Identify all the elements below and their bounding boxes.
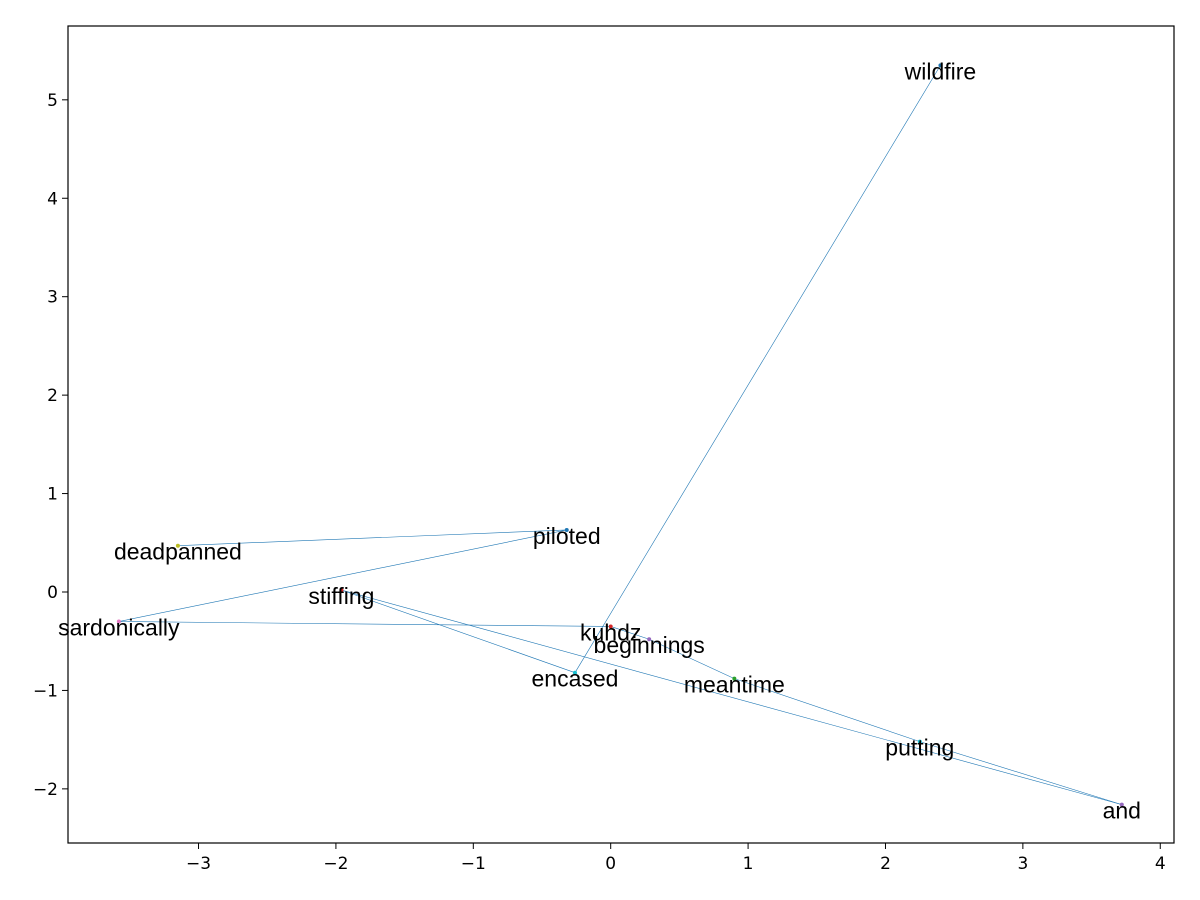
data-point <box>175 543 180 548</box>
connector-segment <box>649 638 735 679</box>
point-label: deadpanned <box>114 539 242 565</box>
connector-segment <box>919 741 1122 805</box>
y-tick-label: 1 <box>47 485 58 505</box>
x-tick-label: −2 <box>323 854 348 874</box>
plot-frame <box>67 25 1175 844</box>
x-tick-label: −3 <box>186 854 211 874</box>
x-tick-label: 4 <box>1155 854 1166 874</box>
y-tick-label: 4 <box>47 189 58 209</box>
connector-segment <box>341 589 576 673</box>
data-point <box>1119 802 1124 807</box>
point-label: encased <box>531 666 618 692</box>
y-tick-label: 5 <box>47 91 58 111</box>
y-tick-label: −1 <box>33 681 58 701</box>
point-label: stiffing <box>308 583 374 609</box>
data-points <box>116 63 1124 807</box>
point-labels: deadpanned piloted sardonically kuhdzbeginn… <box>58 58 1141 823</box>
connector-segment <box>341 589 1122 805</box>
data-point <box>647 637 652 642</box>
data-point <box>116 619 121 624</box>
point-label: sardonically <box>58 615 180 641</box>
point-label: kuhdz <box>580 619 641 645</box>
connector-segment <box>177 529 567 547</box>
point-label: putting <box>885 735 954 761</box>
y-axis-ticks: −2 −1 0 1 2 3 4 5 <box>33 91 68 800</box>
y-tick-label: 3 <box>47 288 58 308</box>
point-label: piloted <box>533 523 601 549</box>
connector-segment <box>118 621 611 627</box>
point-label: beginnings <box>594 632 705 658</box>
x-axis-ticks: −3 −2 −1 0 1 2 3 4 <box>186 843 1166 874</box>
y-tick-label: 0 <box>47 583 58 603</box>
data-point <box>732 676 737 681</box>
x-tick-label: 0 <box>605 854 616 874</box>
y-tick-label: −2 <box>33 780 58 800</box>
data-point <box>572 670 577 675</box>
connector-segment <box>610 626 650 640</box>
y-tick-label: 2 <box>47 386 58 406</box>
data-point <box>917 739 922 744</box>
data-point <box>564 527 569 532</box>
data-point <box>339 588 344 593</box>
x-tick-label: 1 <box>743 854 754 874</box>
x-tick-label: 2 <box>880 854 891 874</box>
connector-segment <box>118 529 567 622</box>
x-tick-label: 3 <box>1017 854 1028 874</box>
connector-segment <box>574 65 941 673</box>
data-point <box>608 624 613 629</box>
point-label: wildfire <box>904 58 977 84</box>
x-tick-label: −1 <box>461 854 486 874</box>
point-label: and <box>1103 798 1141 824</box>
data-point <box>938 63 943 68</box>
connecting-lines <box>118 65 1122 805</box>
connector-segment <box>734 678 920 742</box>
point-label: meantime <box>684 672 785 698</box>
